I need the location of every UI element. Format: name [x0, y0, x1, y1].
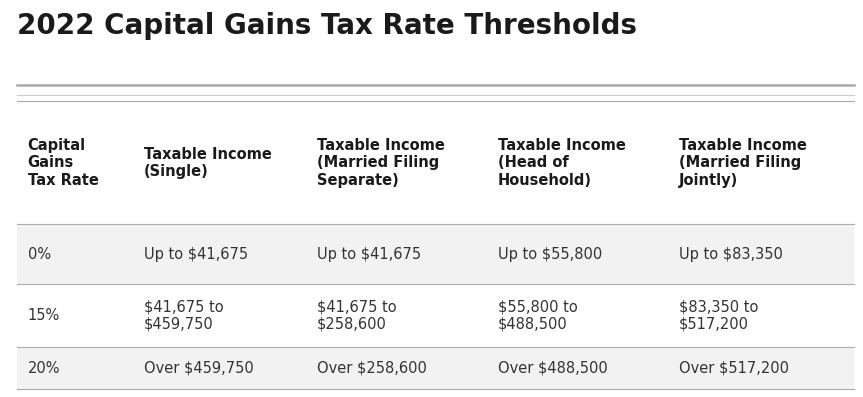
Text: 20%: 20%	[28, 361, 60, 376]
Text: Taxable Income
(Married Filing
Jointly): Taxable Income (Married Filing Jointly)	[679, 138, 807, 188]
Text: $41,675 to
$459,750: $41,675 to $459,750	[144, 299, 224, 332]
Text: 2022 Capital Gains Tax Rate Thresholds: 2022 Capital Gains Tax Rate Thresholds	[17, 12, 637, 40]
Text: Over $488,500: Over $488,500	[498, 361, 608, 376]
Text: $83,350 to
$517,200: $83,350 to $517,200	[679, 299, 759, 332]
Text: 0%: 0%	[28, 247, 51, 262]
Text: $41,675 to
$258,600: $41,675 to $258,600	[317, 299, 396, 332]
Text: 15%: 15%	[28, 308, 60, 323]
Text: Up to $41,675: Up to $41,675	[144, 247, 249, 262]
Text: Up to $55,800: Up to $55,800	[498, 247, 602, 262]
Text: Over $459,750: Over $459,750	[144, 361, 254, 376]
Text: Up to $83,350: Up to $83,350	[679, 247, 783, 262]
Text: Taxable Income
(Married Filing
Separate): Taxable Income (Married Filing Separate)	[317, 138, 444, 188]
Text: Over $517,200: Over $517,200	[679, 361, 789, 376]
Text: Over $258,600: Over $258,600	[317, 361, 426, 376]
Text: Taxable Income
(Head of
Household): Taxable Income (Head of Household)	[498, 138, 626, 188]
Text: Up to $41,675: Up to $41,675	[317, 247, 421, 262]
Text: $55,800 to
$488,500: $55,800 to $488,500	[498, 299, 577, 332]
Text: Taxable Income
(Single): Taxable Income (Single)	[144, 146, 272, 179]
Text: Capital
Gains
Tax Rate: Capital Gains Tax Rate	[28, 138, 98, 188]
